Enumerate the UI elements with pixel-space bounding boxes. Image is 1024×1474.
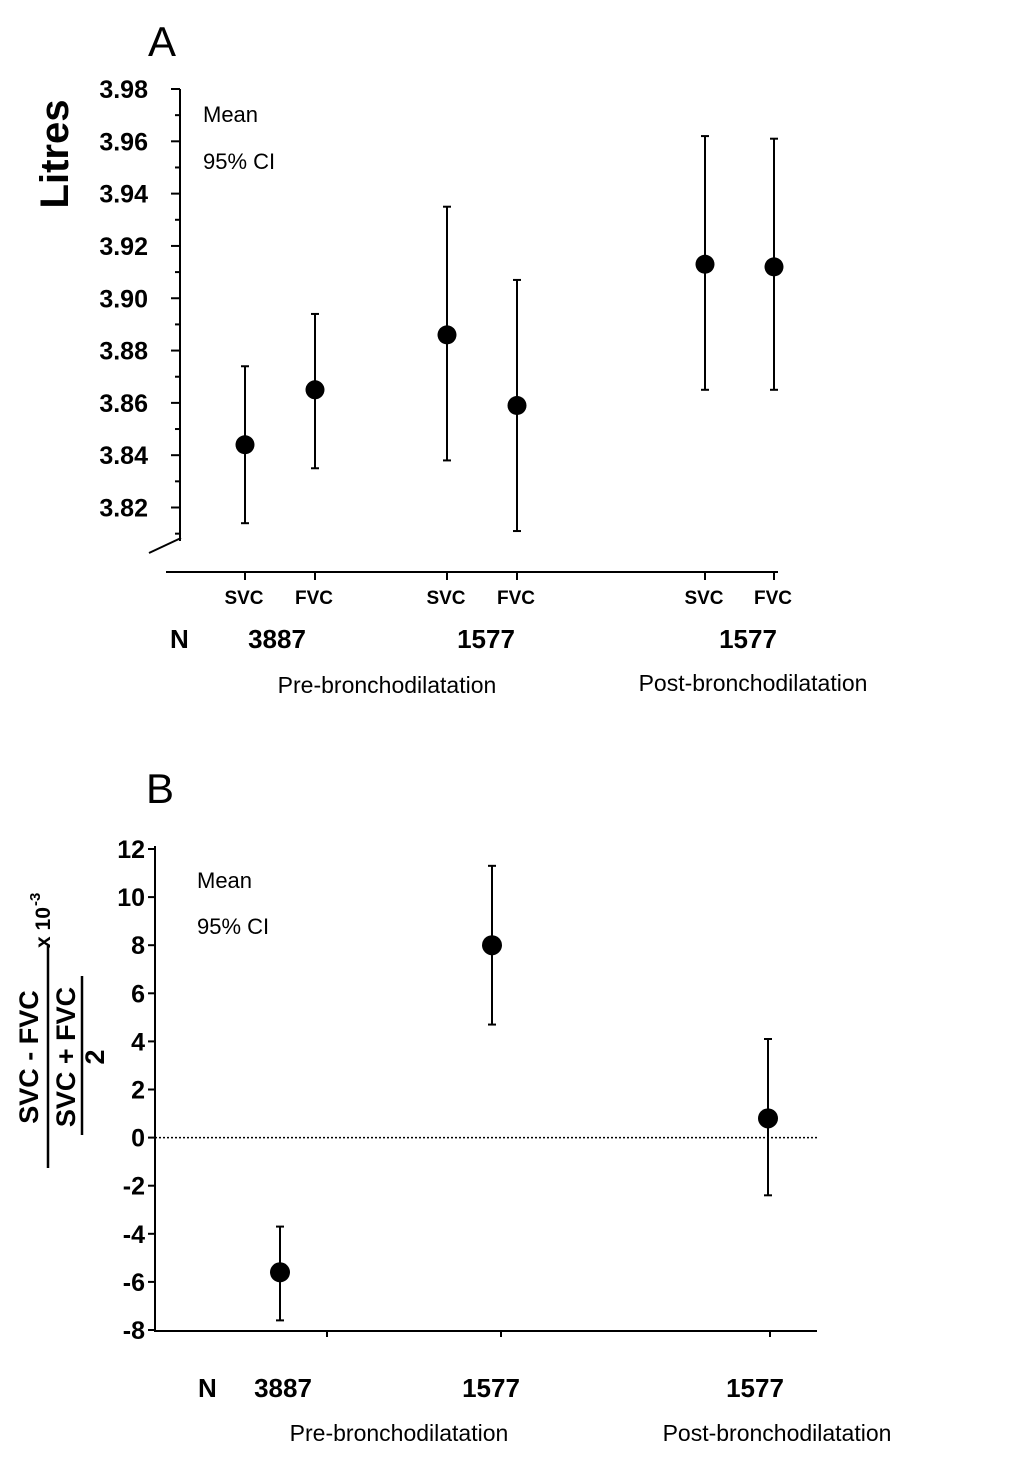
panel-b-y-tick-label: 2 [131,1077,145,1105]
panel-b-n-label: N [198,1373,217,1403]
panel-a-y-tick-label: 3.90 [99,285,148,313]
panel-a-mean-point [695,254,715,274]
panel-b-n-value-1: 3887 [254,1373,312,1403]
panel-a-y-tick-label: 3.94 [99,181,148,209]
panel-a-n-label: N [170,624,189,654]
panel-a-y-tick-label: 3.88 [99,338,148,366]
panel-b-ylabel-denominator-bottom: 2 [80,1049,110,1064]
panel-b-n-value-2: 1577 [462,1373,520,1403]
panel-b-ylabel-denominator-top: SVC + FVC [51,987,81,1127]
panel-a-x-tick-label: SVC [684,588,723,609]
panel-a-x-tick-label: FVC [295,588,333,609]
panel-a-x-tick-label: FVC [497,588,535,609]
panel-b-mean-point [270,1262,290,1283]
panel-b-y-tick-label: 0 [131,1125,145,1153]
panel-b-legend-ci: 95% CI [197,914,269,939]
panel-a-x-labels: SVC FVC SVC FVC SVC FVC [224,572,792,609]
panel-a-n-value-3: 1577 [719,624,777,654]
panel-a-legend-ci: 95% CI [203,149,275,174]
panel-b-ylabel-multiplier: x 10 [32,907,55,948]
panel-b-n-value-3: 1577 [726,1373,784,1403]
panel-a-x-tick-label: SVC [426,588,465,609]
panel-a-y-tick-label: 3.84 [99,442,148,470]
panel-a-y-tick-label: 3.92 [99,233,148,261]
panel-a-mean-point [764,257,784,277]
panel-b-ylabel-exponent: -3 [27,893,44,906]
panel-b-label: B [146,765,174,812]
panel-a-y-tick-label: 3.82 [99,495,148,523]
panel-b: B SVC - FVC SVC + FVC 2 x 10 -3 Mean 95%… [14,765,891,1446]
panel-b-y-tick-label: -2 [123,1173,145,1201]
panel-b-y-tick-label: -4 [123,1221,145,1249]
panel-b-y-ticks: -8 -6 -4 -2 0 2 4 6 8 10 12 [117,836,155,1345]
panel-b-y-tick-label: 4 [131,1028,145,1056]
panel-b-mean-point [758,1108,778,1129]
panel-a-label: A [148,18,176,65]
panel-a-x-tick-label: SVC [224,588,263,609]
panel-a-y-tick-label: 3.98 [99,76,148,104]
panel-a-group-pre: Pre-bronchodilatation [278,672,497,698]
panel-b-y-axis-label: SVC - FVC SVC + FVC 2 x 10 -3 [14,893,110,1168]
panel-a: A Litres Mean 95% CI 3.82 3.84 3.86 3.88 3.9… [33,18,867,698]
panel-b-ylabel-numerator: SVC - FVC [14,990,44,1124]
panel-a-n-value-2: 1577 [457,624,515,654]
panel-b-y-tick-label: 10 [117,884,145,912]
panel-a-mean-point [235,435,255,455]
panel-a-x-tick-label: FVC [754,588,792,609]
panel-a-points [235,135,784,533]
panel-b-group-pre: Pre-bronchodilatation [290,1420,509,1446]
panel-b-y-tick-label: 8 [131,932,145,960]
panel-a-axis-break [148,537,182,554]
panel-a-y-tick-label: 3.96 [99,128,148,156]
panel-a-legend-mean: Mean [203,102,258,127]
panel-a-mean-point [507,395,527,415]
panel-b-y-tick-label: 12 [117,836,145,864]
panel-b-y-tick-label: -8 [123,1317,145,1345]
panel-a-y-axis-label: Litres [33,100,77,209]
panel-b-group-post: Post-bronchodilatation [663,1420,892,1446]
panel-b-y-tick-label: 6 [131,980,145,1008]
panel-a-y-ticks: 3.82 3.84 3.86 3.88 3.90 3.92 3.94 3.96 3.98 [99,76,180,535]
panel-a-group-post: Post-bronchodilatation [639,670,868,696]
panel-b-points [270,864,778,1322]
panel-b-y-tick-label: -6 [123,1269,145,1297]
panel-a-n-value-1: 3887 [248,624,306,654]
panel-b-mean-point [482,935,502,956]
panel-a-mean-point [305,380,325,400]
panel-a-mean-point [437,325,457,345]
panel-b-legend-mean: Mean [197,868,252,893]
panel-a-y-tick-label: 3.86 [99,390,148,418]
